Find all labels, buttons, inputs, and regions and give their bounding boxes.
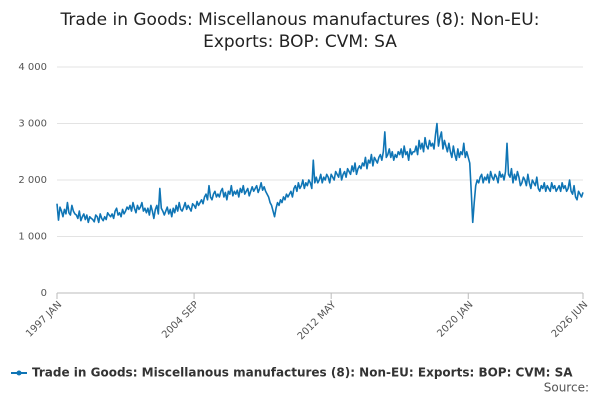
y-tick-label: 1 000: [18, 232, 47, 243]
chart-title: Trade in Goods: Miscellanous manufacture…: [60, 10, 540, 52]
x-tick-label: 2012 MAY: [296, 299, 339, 342]
x-tick-label: 2026 JUN: [550, 299, 591, 340]
x-tick-label: 2004 SEP: [160, 299, 201, 340]
legend-label: Trade in Goods: Miscellanous manufacture…: [32, 366, 573, 380]
y-tick-label: 2 000: [18, 175, 47, 186]
y-tick-label: 0: [41, 288, 47, 299]
source: Source:: [544, 381, 589, 395]
x-tick-label: 1997 JAN: [24, 299, 64, 339]
y-tick-label: 3 000: [18, 119, 47, 130]
x-tick-label: 2020 JAN: [435, 299, 475, 339]
y-tick-label: 4 000: [18, 62, 47, 73]
legend-marker: [16, 370, 22, 376]
series-line: [56, 122, 584, 224]
